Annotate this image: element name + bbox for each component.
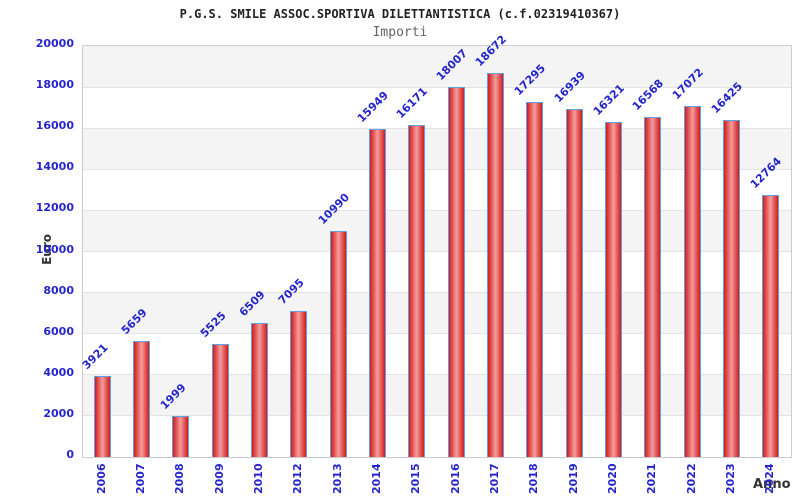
- bar-2023: [723, 119, 740, 457]
- plot-band: [83, 251, 791, 293]
- y-tick-label: 10000: [35, 242, 74, 256]
- x-tick-label-2023: 2023: [724, 463, 737, 494]
- gridline: [83, 374, 791, 376]
- x-tick-label-2012: 2012: [291, 463, 305, 494]
- plot-band: [83, 292, 791, 334]
- plot-band: [83, 87, 791, 129]
- plot-band: [83, 333, 791, 375]
- chart-title: P.G.S. SMILE ASSOC.SPORTIVA DILETTANTIST…: [179, 7, 621, 21]
- x-tick-label-2017: 2017: [488, 463, 501, 494]
- plot-band: [83, 169, 791, 211]
- bar-2018: [526, 101, 544, 457]
- x-tick-label-2014: 2014: [370, 463, 383, 494]
- bar-2015: [408, 124, 426, 457]
- plot-band: [83, 46, 791, 88]
- bar-2024: [762, 194, 780, 457]
- x-tick-label-2010: 2010: [252, 463, 265, 494]
- plot-band: [83, 128, 791, 170]
- x-tick-label-2015: 2015: [409, 463, 423, 494]
- x-tick-label-2019: 2019: [566, 463, 580, 494]
- bar-2007: [133, 340, 150, 457]
- x-tick-label-2009: 2009: [212, 463, 226, 494]
- bar-2008: [172, 415, 190, 457]
- x-tick-label-2022: 2022: [684, 463, 698, 494]
- bar-2016: [447, 87, 465, 457]
- gridline: [83, 168, 791, 170]
- plot-band: [83, 210, 791, 252]
- bar-2017: [487, 73, 504, 457]
- bar-2006: [93, 376, 111, 457]
- bar-2021: [644, 116, 662, 457]
- y-tick-label: 6000: [43, 324, 74, 338]
- bar-2019: [565, 108, 583, 457]
- bar-2020: [605, 121, 622, 457]
- y-tick-label: 14000: [35, 160, 74, 174]
- bar-2022: [683, 106, 701, 457]
- x-tick-label-2024: 2024: [763, 463, 777, 494]
- bar-2009: [211, 343, 229, 457]
- gridline: [83, 333, 791, 335]
- y-tick-label: 16000: [35, 119, 74, 133]
- x-tick-label-2008: 2008: [173, 463, 187, 494]
- y-tick-label: 4000: [43, 365, 74, 379]
- x-tick-label-2007: 2007: [134, 463, 147, 494]
- x-tick-label-2013: 2013: [330, 463, 344, 494]
- y-tick-label: 2000: [43, 406, 74, 420]
- gridline: [83, 209, 791, 211]
- gridline: [83, 292, 791, 294]
- y-tick-label: 8000: [43, 283, 74, 297]
- gridline: [83, 86, 791, 88]
- bar-2013: [329, 231, 347, 457]
- bar-2010: [251, 323, 268, 457]
- chart-subtitle: Importi: [372, 25, 428, 40]
- x-tick-label-2020: 2020: [606, 463, 619, 494]
- bar-2014: [369, 129, 386, 457]
- gridline: [83, 127, 791, 129]
- plot-area: [82, 45, 792, 458]
- y-tick-label: 20000: [35, 37, 74, 50]
- y-tick-label: 12000: [35, 201, 74, 215]
- gridline: [83, 415, 791, 417]
- plot-band: [83, 415, 791, 457]
- bar-2012: [290, 311, 308, 457]
- x-tick-label-2021: 2021: [645, 463, 659, 494]
- plot-band: [83, 374, 791, 416]
- x-axis-title: Anno: [753, 477, 791, 492]
- x-tick-label-2018: 2018: [527, 463, 541, 494]
- y-tick-label: 18000: [35, 78, 74, 92]
- y-tick-label: 0: [66, 448, 74, 461]
- gridline: [83, 251, 791, 252]
- x-tick-label-2006: 2006: [94, 463, 108, 494]
- x-tick-label-2016: 2016: [448, 463, 462, 494]
